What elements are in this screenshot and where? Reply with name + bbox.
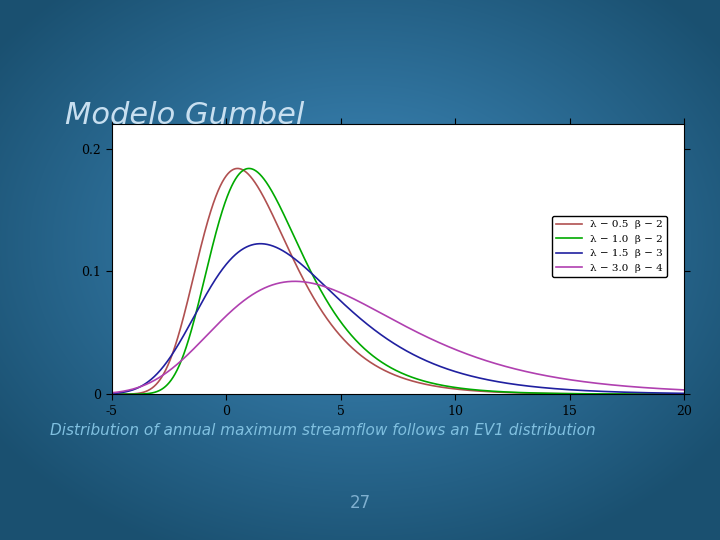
Text: 27: 27 [349,494,371,511]
Text: Distribution of annual maximum streamflow follows an EV1 distribution: Distribution of annual maximum streamflo… [50,423,596,438]
Text: Modelo Gumbel: Modelo Gumbel [65,101,304,130]
Legend: λ − 0.5  β − 2, λ − 1.0  β − 2, λ − 1.5  β − 3, λ − 3.0  β − 4: λ − 0.5 β − 2, λ − 1.0 β − 2, λ − 1.5 β … [552,216,667,277]
